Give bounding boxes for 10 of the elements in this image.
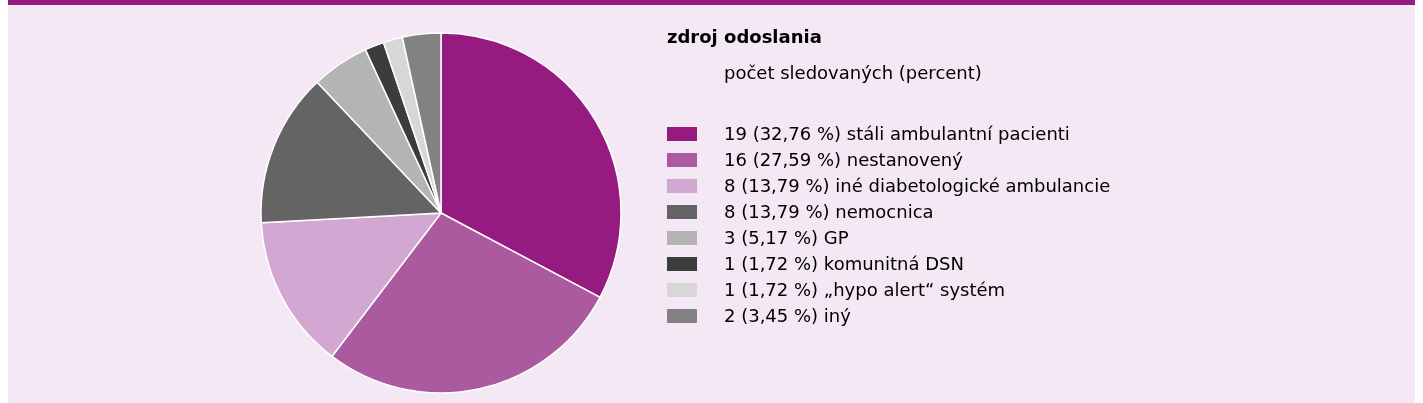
legend-label: 1 (1,72 %) „hypo alert“ systém: [724, 279, 1006, 300]
legend-label: 3 (5,17 %) GP: [724, 227, 849, 248]
legend-label: 8 (13,79 %) nemocnica: [724, 201, 934, 222]
text: počet sledovaných (percent): [724, 62, 982, 83]
legend-label: 16 (27,59 %) nestanovený: [724, 149, 964, 170]
legend-label: 1 (1,72 %) komunitná DSN: [724, 253, 964, 274]
legend-title: zdroj odoslania: [667, 26, 822, 47]
legend-label: 19 (32,76 %) stáli ambulantní pacienti: [724, 123, 1070, 144]
legend-label: 2 (3,45 %) iný: [724, 305, 852, 326]
legend-label: 8 (13,79 %) iné diabetologické ambulancie: [724, 175, 1111, 196]
